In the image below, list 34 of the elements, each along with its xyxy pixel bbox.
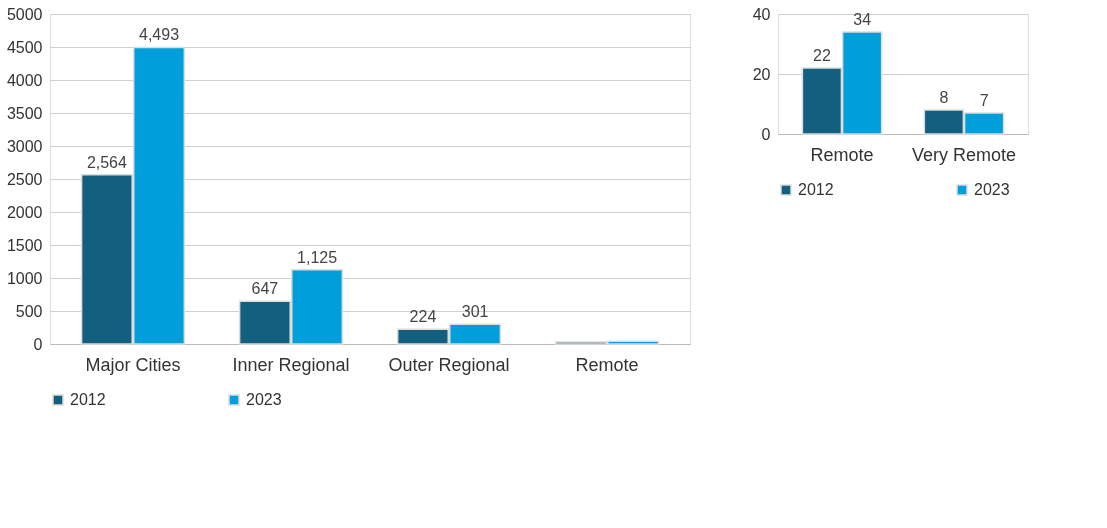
legend-label: 2012 xyxy=(798,181,834,198)
y-tick-label: 3000 xyxy=(6,137,43,155)
data-label: 22 xyxy=(813,47,831,64)
y-tick-label: 4500 xyxy=(6,38,43,56)
y-tick-label: 20 xyxy=(752,65,771,83)
y-tick-label: 5000 xyxy=(6,5,43,23)
x-tick-label: Remote xyxy=(575,354,639,375)
legend-label: 2012 xyxy=(70,391,106,408)
y-tick-label: 1000 xyxy=(6,269,43,287)
data-label: 301 xyxy=(461,303,489,321)
data-label: 1,125 xyxy=(297,248,338,266)
y-tick-label: 500 xyxy=(15,302,43,320)
y-tick-label: 0 xyxy=(761,125,771,143)
x-tick-label: Inner Regional xyxy=(232,354,350,375)
data-label: 224 xyxy=(409,308,437,326)
data-label: 8 xyxy=(939,89,949,106)
y-tick-label: 2000 xyxy=(6,203,43,221)
data-label: 2,564 xyxy=(86,153,128,171)
x-tick-label: Major Cities xyxy=(85,354,181,375)
y-tick-label: 3500 xyxy=(6,104,43,122)
y-tick-label: 1500 xyxy=(6,236,43,254)
data-label: 7 xyxy=(979,92,989,109)
data-label: 4,493 xyxy=(139,26,180,44)
y-tick-label: 2500 xyxy=(6,170,43,188)
x-tick-label: Very Remote xyxy=(911,144,1016,165)
x-tick-label: Outer Regional xyxy=(388,354,510,375)
legend-label: 2023 xyxy=(246,391,282,408)
y-tick-label: 0 xyxy=(33,335,43,353)
legend-label: 2023 xyxy=(974,181,1010,198)
data-label: 647 xyxy=(251,280,279,298)
y-tick-label: 4000 xyxy=(6,71,43,89)
data-label: 34 xyxy=(853,11,872,28)
y-tick-label: 40 xyxy=(752,5,771,23)
x-tick-label: Remote xyxy=(810,144,874,165)
